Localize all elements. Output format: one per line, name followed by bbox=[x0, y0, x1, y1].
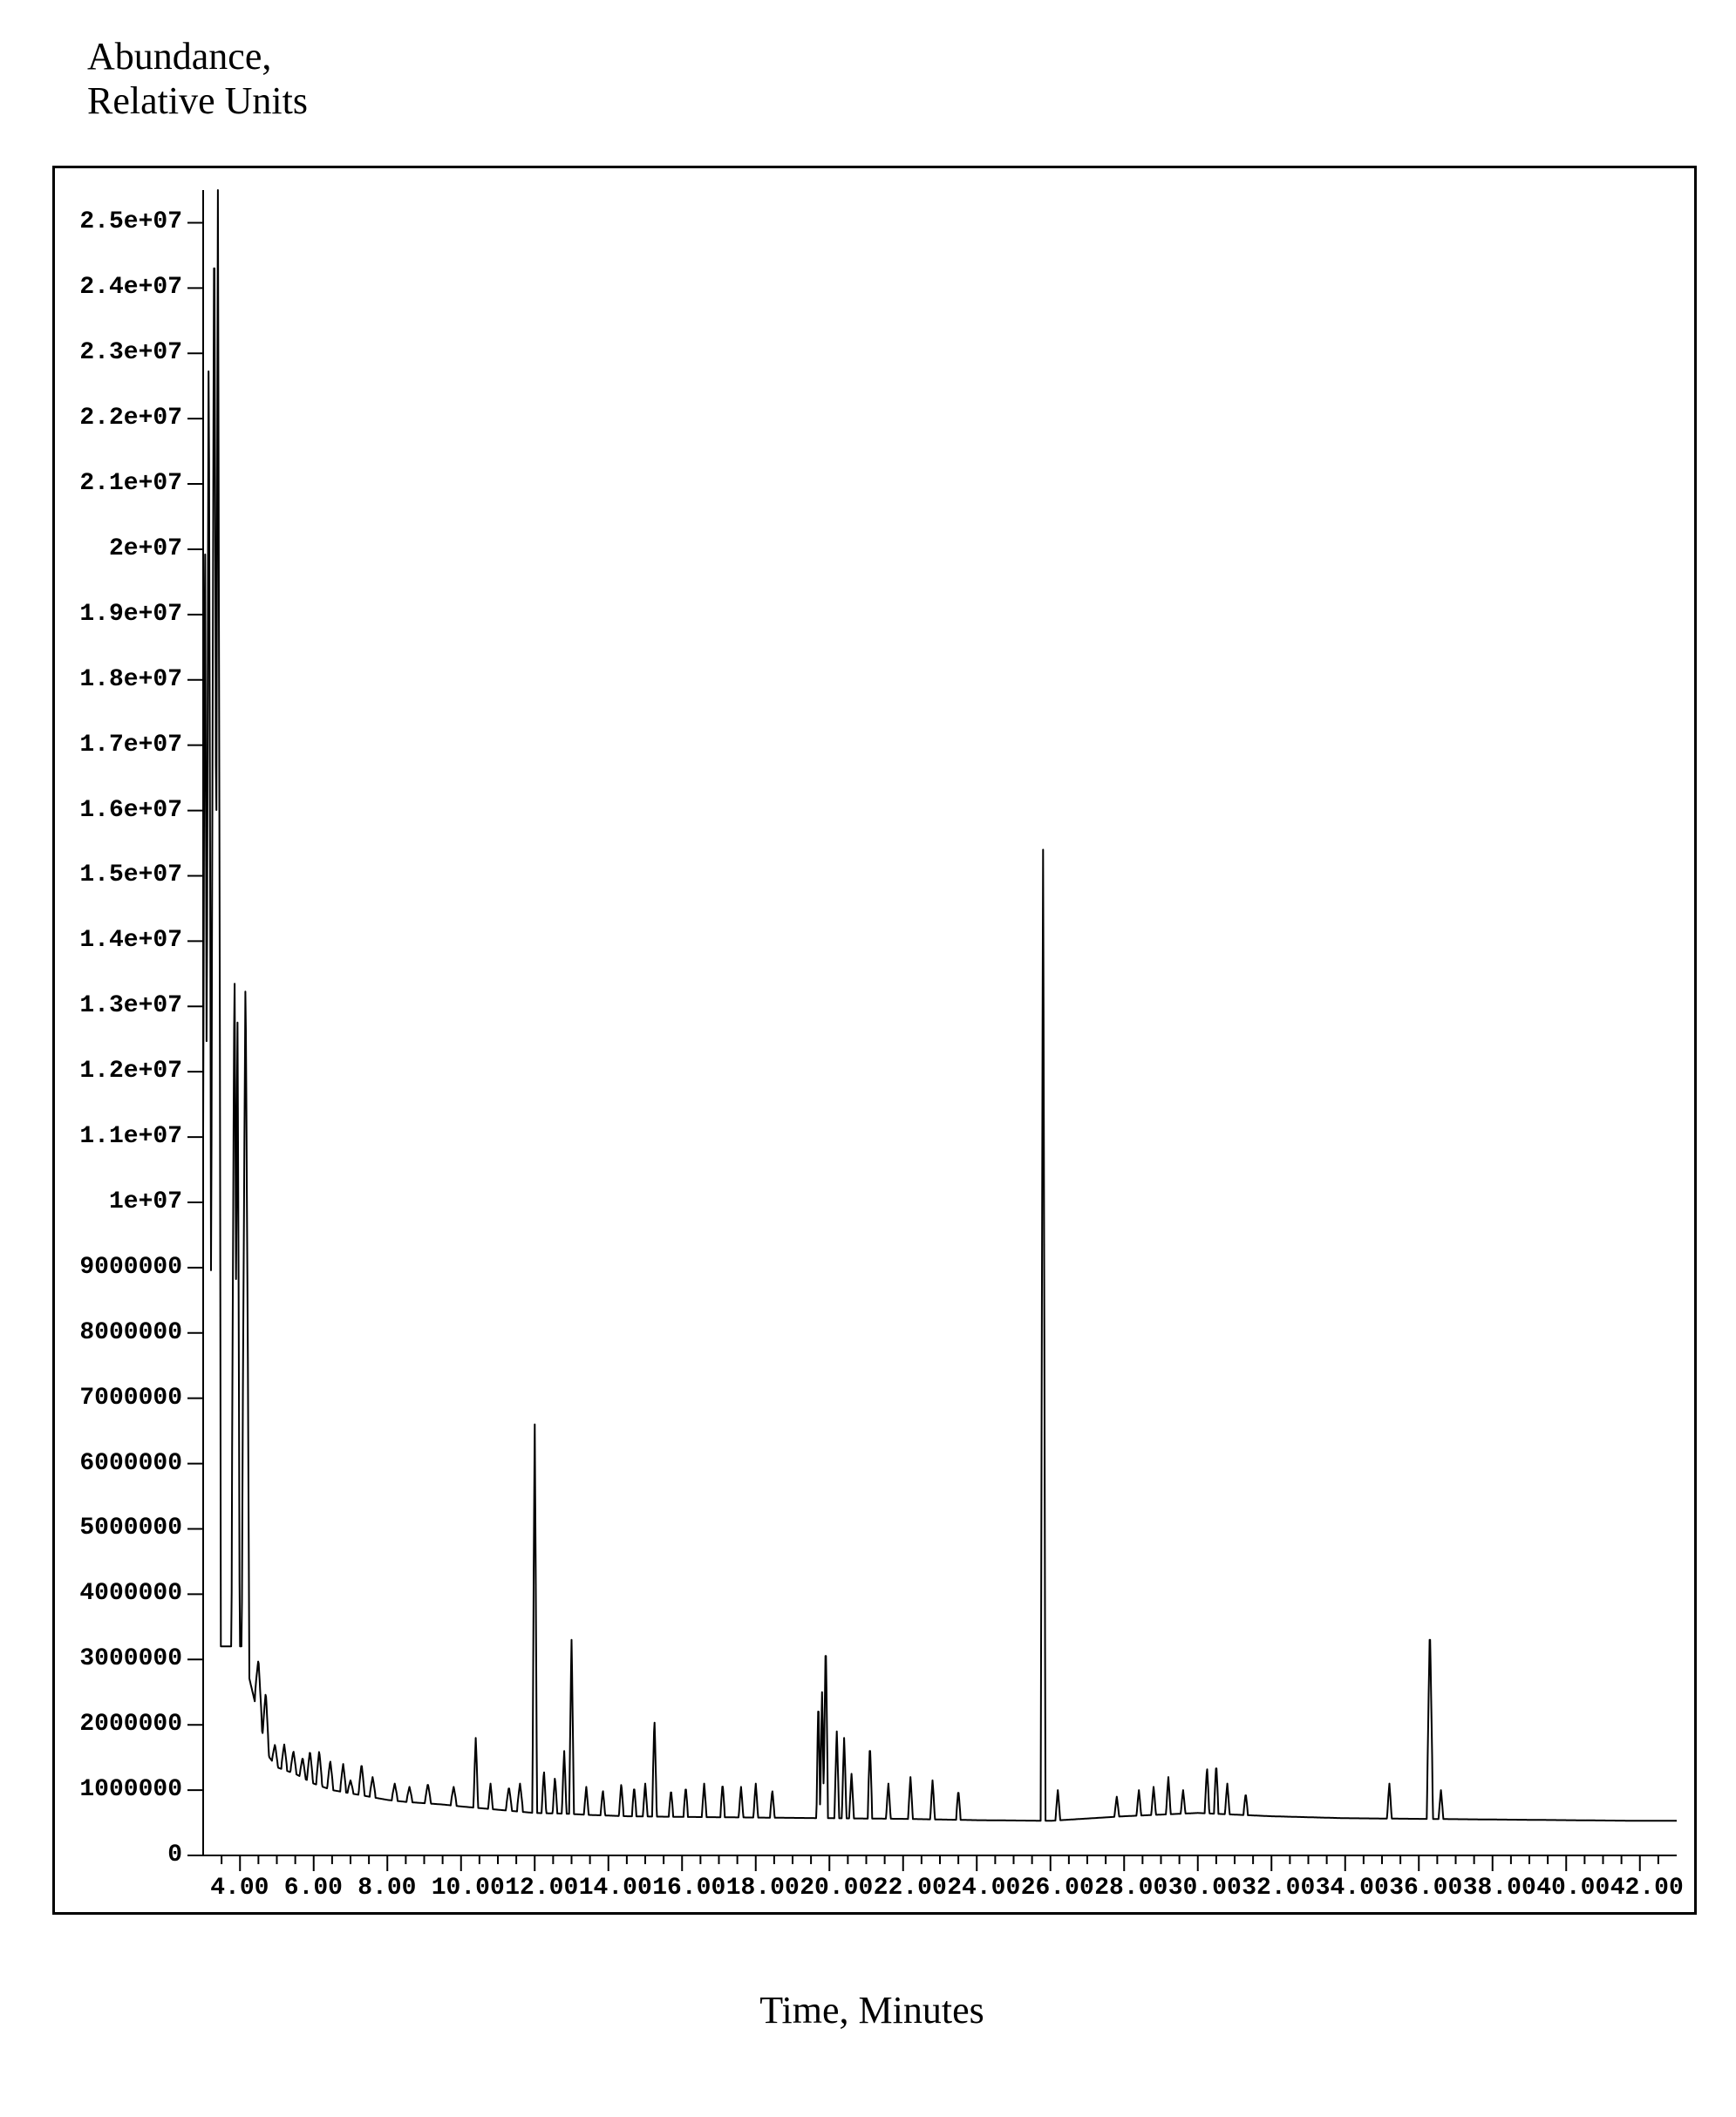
page-root: Abundance, Relative Units 0 1000000 200000… bbox=[0, 0, 1736, 2117]
chromatogram-svg bbox=[203, 190, 1677, 1855]
x-tick-label: 6.00 bbox=[284, 1875, 343, 1902]
x-tick-label: 14.00 bbox=[579, 1875, 652, 1902]
y-tick-label: 1.3e+07 bbox=[79, 992, 182, 1019]
y-tick-label: 1.8e+07 bbox=[79, 666, 182, 693]
y-tick-label: 0 bbox=[167, 1841, 182, 1869]
y-axis-title-line1: Abundance, bbox=[87, 35, 308, 79]
y-tick-label: 1.5e+07 bbox=[79, 861, 182, 888]
y-tick-label: 9000000 bbox=[79, 1254, 182, 1281]
y-tick-label: 3000000 bbox=[79, 1645, 182, 1672]
x-tick-label: 10.00 bbox=[432, 1875, 505, 1902]
y-tick-label: 5000000 bbox=[79, 1515, 182, 1542]
x-tick-label: 38.00 bbox=[1463, 1875, 1536, 1902]
y-tick-label: 4000000 bbox=[79, 1580, 182, 1607]
x-axis-title: Time, Minutes bbox=[52, 1988, 1692, 2032]
y-tick-label: 2000000 bbox=[79, 1711, 182, 1738]
x-tick-label: 24.00 bbox=[947, 1875, 1020, 1902]
y-tick-label: 8000000 bbox=[79, 1319, 182, 1346]
y-tick-label: 1.2e+07 bbox=[79, 1058, 182, 1085]
x-tick-label: 20.00 bbox=[800, 1875, 873, 1902]
x-tick-label: 32.00 bbox=[1242, 1875, 1315, 1902]
y-axis-title-line2: Relative Units bbox=[87, 79, 308, 124]
y-tick-label: 1.9e+07 bbox=[79, 601, 182, 628]
y-tick-label: 1e+07 bbox=[109, 1188, 182, 1215]
y-axis-title: Abundance, Relative Units bbox=[87, 35, 308, 123]
y-tick-label: 2e+07 bbox=[109, 535, 182, 562]
y-tick-label: 1.1e+07 bbox=[79, 1123, 182, 1150]
y-tick-label: 2.5e+07 bbox=[79, 208, 182, 235]
y-tick-label: 2.1e+07 bbox=[79, 470, 182, 497]
x-tick-label: 34.00 bbox=[1316, 1875, 1389, 1902]
plot-area bbox=[203, 190, 1677, 1855]
x-tick-label: 30.00 bbox=[1168, 1875, 1242, 1902]
y-tick-label: 2.3e+07 bbox=[79, 339, 182, 366]
x-tick-label: 4.00 bbox=[210, 1875, 269, 1902]
y-tick-label: 7000000 bbox=[79, 1385, 182, 1412]
y-tick-label: 1.7e+07 bbox=[79, 732, 182, 759]
y-tick-label: 1000000 bbox=[79, 1776, 182, 1803]
x-tick-label: 16.00 bbox=[652, 1875, 725, 1902]
x-tick-label: 36.00 bbox=[1389, 1875, 1462, 1902]
x-tick-label: 42.00 bbox=[1610, 1875, 1684, 1902]
y-tick-label: 2.4e+07 bbox=[79, 274, 182, 301]
y-tick-label: 1.6e+07 bbox=[79, 797, 182, 824]
x-tick-label: 40.00 bbox=[1536, 1875, 1610, 1902]
x-tick-label: 28.00 bbox=[1094, 1875, 1168, 1902]
x-tick-label: 12.00 bbox=[505, 1875, 578, 1902]
x-tick-label: 8.00 bbox=[357, 1875, 416, 1902]
x-tick-label: 26.00 bbox=[1021, 1875, 1094, 1902]
chart-frame: 0 1000000 2000000 3000000 4000000 5000000 6000… bbox=[52, 166, 1697, 1915]
x-tick-label: 18.00 bbox=[726, 1875, 800, 1902]
y-tick-label: 6000000 bbox=[79, 1450, 182, 1477]
y-tick-label: 1.4e+07 bbox=[79, 927, 182, 954]
y-tick-label: 2.2e+07 bbox=[79, 405, 182, 432]
x-tick-label: 22.00 bbox=[874, 1875, 947, 1902]
